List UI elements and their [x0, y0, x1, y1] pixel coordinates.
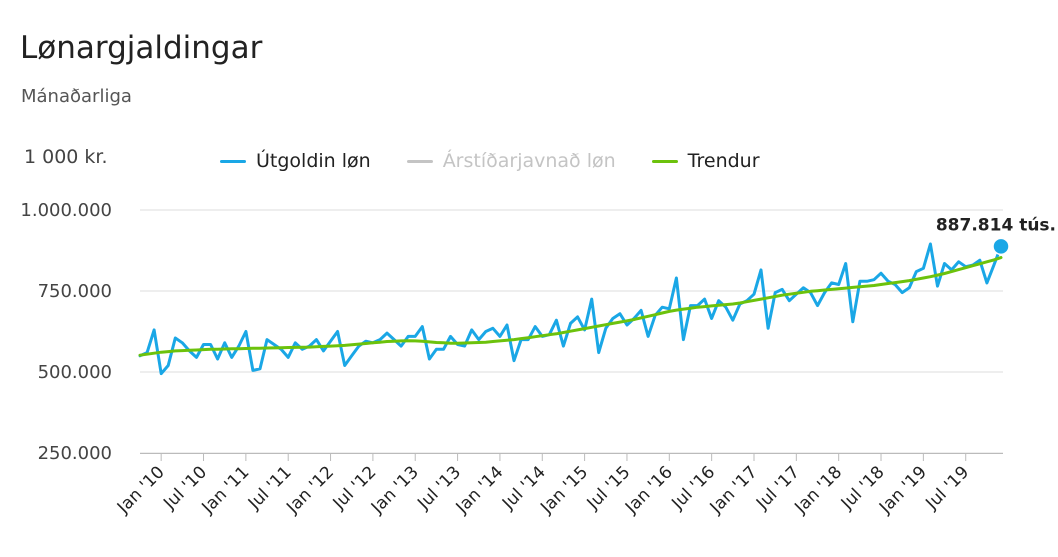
x-tick-label: Jan '19 — [875, 462, 931, 518]
y-tick-label: 750.000 — [38, 281, 112, 302]
legend-item-trend[interactable]: Trendur — [651, 150, 760, 172]
x-tick-label: Jan '14 — [452, 462, 508, 518]
legend-label-paid-wages: Útgoldin løn — [256, 150, 371, 172]
chart-subtitle: Mánaðarliga — [21, 86, 132, 107]
y-axis: 250.000 500.000 750.000 1.000.000 — [20, 200, 112, 464]
x-tick-label: Jan '16 — [621, 462, 677, 518]
legend-label-trend: Trendur — [687, 150, 760, 172]
series-lines — [138, 242, 1003, 376]
x-tick-label: Jan '13 — [367, 462, 423, 518]
x-tick-label: Jan '10 — [113, 462, 169, 518]
y-axis-unit: 1 000 kr. — [24, 146, 108, 168]
x-tick-label: Jul '19 — [921, 462, 973, 514]
chart-legend: Útgoldin løn Árstíðarjavnað løn Trendur — [220, 150, 760, 172]
y-tick-label: 1.000.000 — [20, 200, 112, 221]
chart-title: Lønargjaldingar — [20, 30, 263, 66]
legend-swatch-paid-wages — [220, 159, 246, 163]
x-tick-label: Jan '17 — [706, 462, 762, 518]
paid-wages-line — [138, 242, 1003, 376]
y-tick-label: 250.000 — [38, 443, 112, 464]
legend-item-seasonally-adjusted[interactable]: Árstíðarjavnað løn — [406, 150, 616, 172]
legend-label-seasonally-adjusted: Árstíðarjavnað løn — [442, 150, 616, 172]
x-tick-label: Jan '12 — [282, 462, 338, 518]
legend-item-paid-wages[interactable]: Útgoldin løn — [220, 150, 371, 172]
x-tick-label: Jan '11 — [198, 462, 254, 518]
y-tick-label: 500.000 — [38, 362, 112, 383]
end-point-marker — [992, 237, 1010, 256]
trend-line — [138, 256, 1003, 357]
end-point-label: 887.814 tús. — [936, 215, 1056, 235]
end-marker-group: 887.814 tús. — [936, 215, 1056, 256]
x-tick-label: Jan '15 — [536, 462, 592, 518]
x-tick-label: Jan '18 — [790, 462, 846, 518]
legend-swatch-trend — [651, 159, 678, 163]
legend-swatch-seasonally-adjusted — [406, 159, 433, 163]
